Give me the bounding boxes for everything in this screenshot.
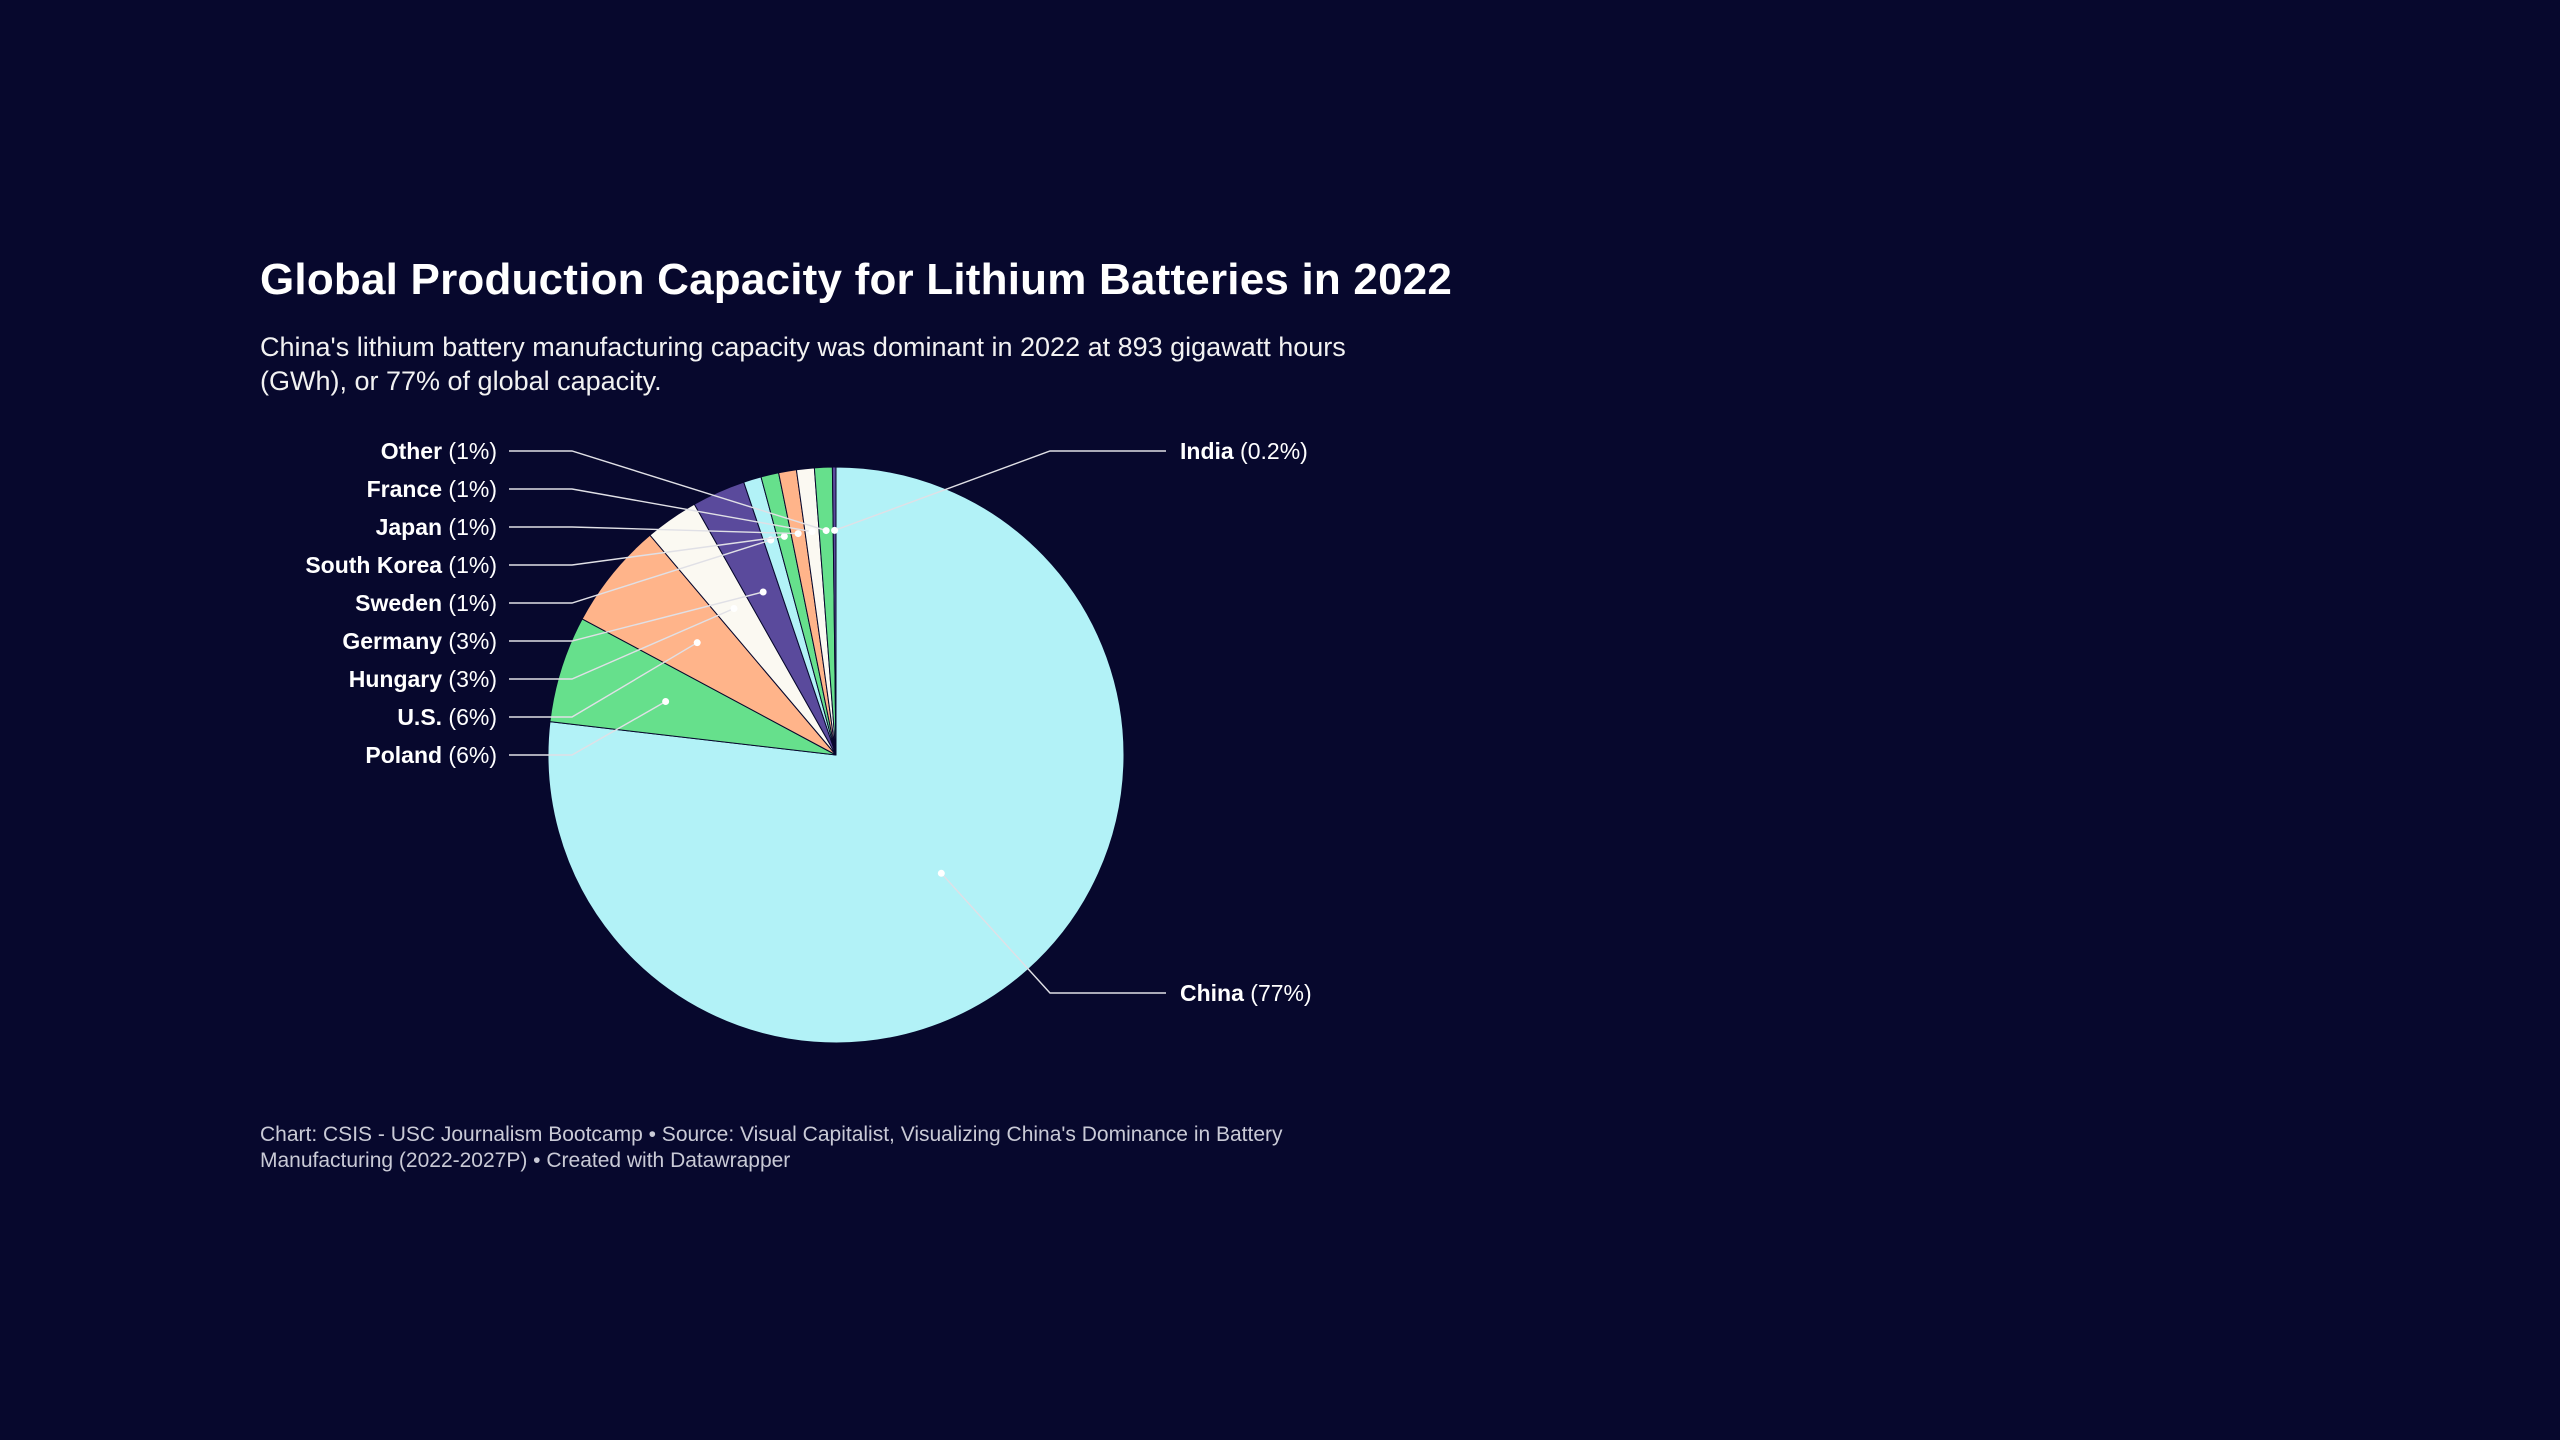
leader-dot-japan — [794, 530, 802, 538]
leader-line-poland — [509, 700, 666, 756]
leader-dot-u-s — [693, 639, 701, 647]
slice-label-pct: (6%) — [442, 704, 497, 730]
slice-label-name: U.S. — [397, 704, 442, 730]
slice-label-france: France (1%) — [367, 476, 497, 502]
chart-footer: Chart: CSIS - USC Journalism Bootcamp • … — [260, 1123, 1283, 1172]
chart-title: Global Production Capacity for Lithium B… — [260, 255, 1453, 304]
slice-label-name: France — [367, 476, 442, 502]
slice-label-pct: (0.2%) — [1234, 438, 1308, 464]
slice-label-germany: Germany (3%) — [342, 628, 497, 654]
leader-dot-france — [808, 528, 816, 536]
slice-label-name: Japan — [376, 514, 442, 540]
leader-dot-hungary — [730, 604, 738, 612]
slice-label-hungary: Hungary (3%) — [349, 666, 497, 692]
pie-slices — [547, 466, 1125, 1044]
leader-dot-india — [831, 526, 839, 534]
slice-label-poland: Poland (6%) — [365, 742, 497, 768]
slice-label-sweden: Sweden (1%) — [355, 590, 497, 616]
leader-dot-south-korea — [780, 532, 788, 540]
slice-label-pct: (1%) — [442, 476, 497, 502]
leader-line-china — [940, 872, 1166, 994]
pie-slice-india[interactable] — [831, 466, 837, 756]
slice-label-japan: Japan (1%) — [376, 514, 497, 540]
leader-line-south-korea — [509, 535, 785, 566]
slice-label-china: China (77%) — [1180, 980, 1312, 1006]
slice-label-name: Hungary — [349, 666, 443, 692]
slice-label-name: Other — [381, 438, 442, 464]
slice-labels: China (77%)Poland (6%)U.S. (6%)Hungary (… — [305, 438, 1311, 1006]
leader-line-other — [509, 450, 827, 532]
leader-line-france — [509, 488, 813, 533]
slice-label-other: Other (1%) — [381, 438, 497, 464]
slice-label-south-korea: South Korea (1%) — [305, 552, 497, 578]
slice-label-pct: (1%) — [442, 590, 497, 616]
slice-label-name: South Korea — [305, 552, 442, 578]
slice-label-pct: (3%) — [442, 628, 497, 654]
chart-subtitle: China's lithium battery manufacturing ca… — [260, 332, 1346, 396]
slice-label-pct: (6%) — [442, 742, 497, 768]
leader-dot-poland — [662, 698, 670, 706]
leader-line-hungary — [509, 607, 735, 680]
slice-label-name: Sweden — [355, 590, 442, 616]
leader-line-u-s — [509, 642, 698, 718]
slice-label-name: China — [1180, 980, 1244, 1006]
slice-label-pct: (1%) — [442, 552, 497, 578]
leader-line-japan — [509, 526, 799, 535]
leader-lines — [509, 450, 1166, 994]
leader-line-india — [834, 450, 1166, 532]
slice-label-name: Germany — [342, 628, 442, 654]
leader-line-sweden — [509, 539, 771, 604]
slice-label-pct: (3%) — [442, 666, 497, 692]
leader-dot-other — [822, 527, 830, 535]
slice-label-pct: (1%) — [442, 438, 497, 464]
slice-label-pct: (1%) — [442, 514, 497, 540]
slice-label-pct: (77%) — [1244, 980, 1312, 1006]
leader-line-germany — [509, 591, 764, 642]
slice-label-name: India — [1180, 438, 1234, 464]
leader-dot-germany — [759, 588, 767, 596]
slice-label-india: India (0.2%) — [1180, 438, 1308, 464]
leader-dot-china — [937, 869, 945, 877]
slice-label-name: Poland — [365, 742, 442, 768]
slice-label-u-s: U.S. (6%) — [397, 704, 497, 730]
